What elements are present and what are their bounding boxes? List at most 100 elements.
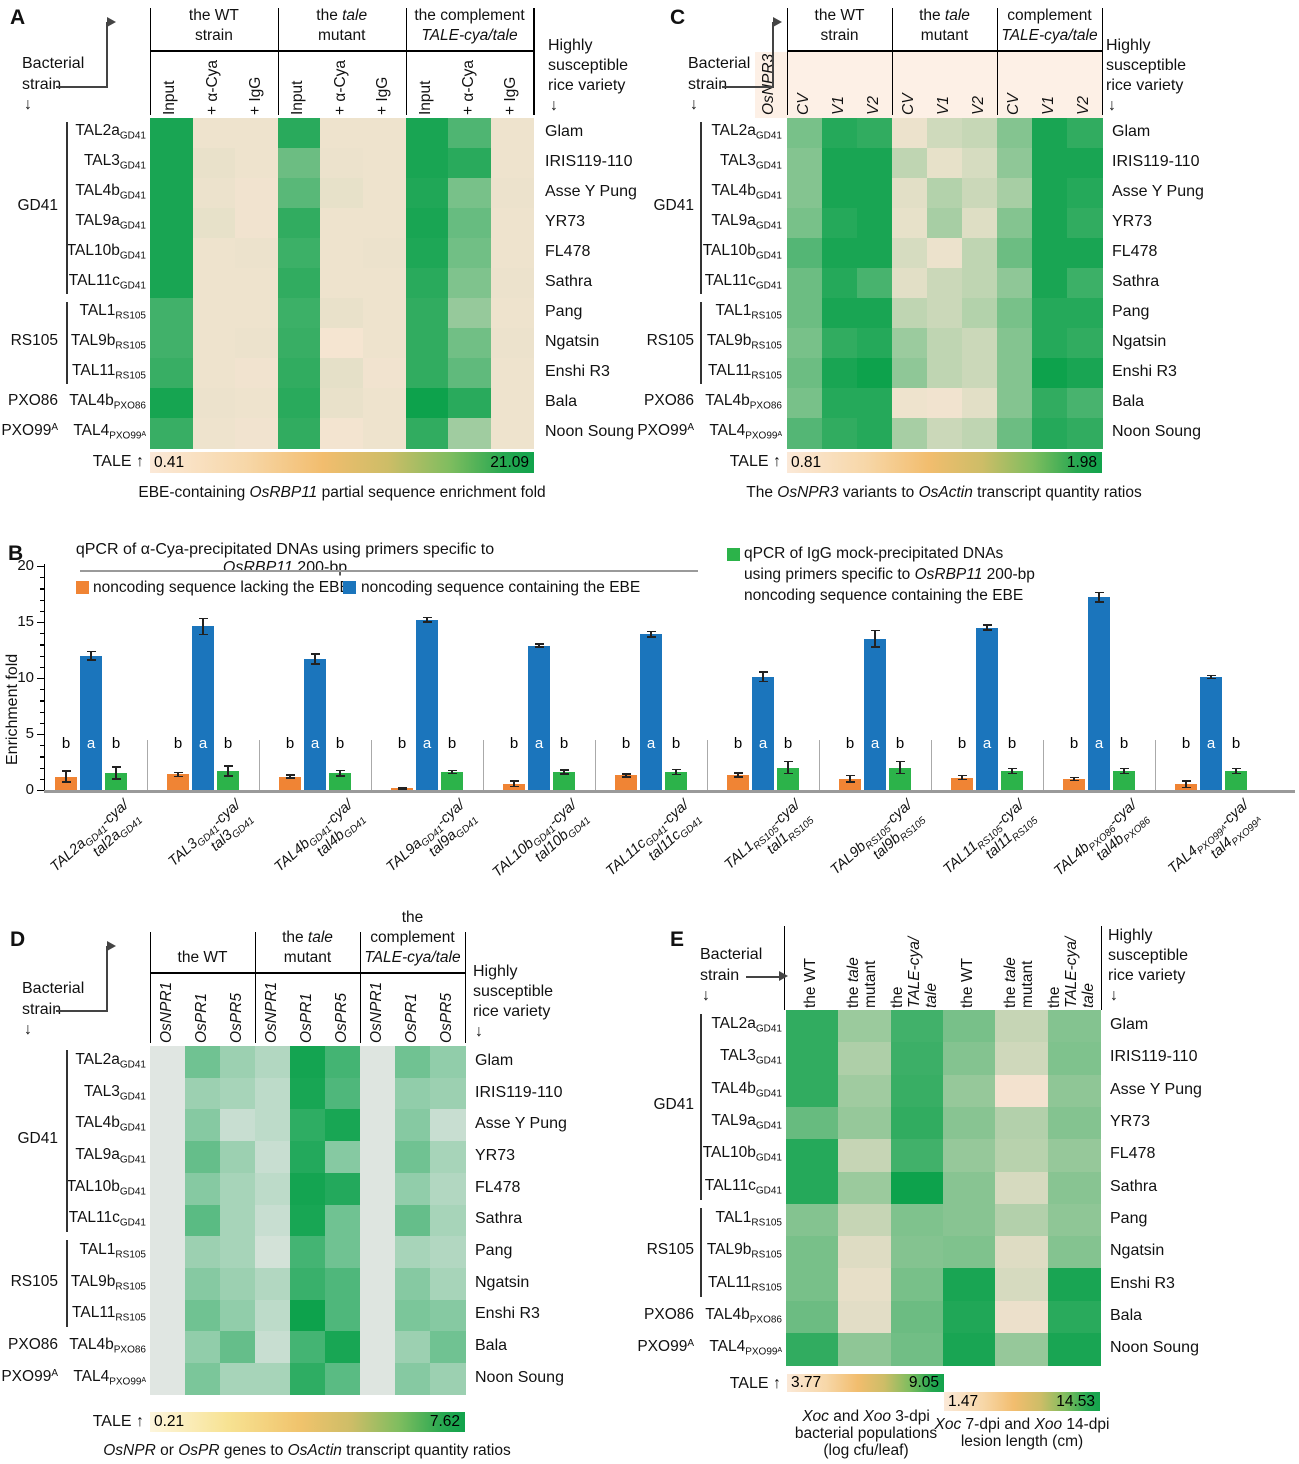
heatmap-cell xyxy=(490,298,535,329)
heatmap-cell xyxy=(405,178,449,209)
heatmap-cell xyxy=(927,268,963,299)
heatmap-cell xyxy=(962,358,998,389)
strain-group-label: RS105 xyxy=(10,1272,58,1290)
rotated-col-label: CV xyxy=(899,93,917,115)
header-divider xyxy=(533,8,535,115)
bar xyxy=(279,776,301,790)
heatmap-cell xyxy=(192,148,236,179)
heatmap-cell xyxy=(185,1267,221,1301)
panel-letter-d: D xyxy=(10,928,26,951)
heatmap-cell xyxy=(150,1141,186,1174)
heatmap-cell xyxy=(962,238,998,269)
bar xyxy=(839,778,861,790)
legend-label: noncoding sequence containing the EBE xyxy=(361,579,641,596)
error-bar xyxy=(1210,674,1212,680)
significance-letter: b xyxy=(733,735,743,753)
group-separator xyxy=(483,740,484,790)
heatmap-cell xyxy=(448,418,492,449)
heatmap-cell xyxy=(1047,1236,1101,1270)
heatmap-cell xyxy=(942,1333,996,1366)
variety-label: Ngatsin xyxy=(475,1273,530,1291)
heatmap-cell xyxy=(997,358,1033,389)
heatmap-cell xyxy=(448,298,492,329)
x-category-label-text: TAL9bRS105-cya/tal9bRS105 xyxy=(827,797,929,879)
heatmap-cell xyxy=(363,298,407,329)
error-bar-cap xyxy=(845,774,855,777)
heatmap-cell xyxy=(1067,268,1103,299)
heatmap-cell xyxy=(150,1267,186,1301)
heatmap-cell xyxy=(822,178,858,209)
row-label: TAL4bPXO86 xyxy=(69,392,146,412)
x-category-label-text: TAL10bGD41-cya/tal10bGD41 xyxy=(489,797,593,881)
heatmap-cell xyxy=(927,388,963,419)
heatmap-cell xyxy=(192,268,236,299)
heatmap-cell xyxy=(1047,1333,1101,1366)
heatmap-cell xyxy=(290,1172,326,1206)
significance-letter: b xyxy=(895,735,905,753)
significance-letter: b xyxy=(447,735,457,753)
heatmap-cell xyxy=(325,1204,361,1237)
heatmap-cell xyxy=(786,1010,839,1043)
heatmap-cell xyxy=(430,1331,466,1364)
rotated-col-label: Input xyxy=(416,80,434,115)
y-tick-label: 20 xyxy=(17,557,34,574)
bar xyxy=(441,772,463,790)
significance-letter: b xyxy=(1231,735,1241,753)
heatmap-cell xyxy=(290,1046,326,1079)
heatmap-cell xyxy=(787,298,823,329)
significance-letter: b xyxy=(509,735,519,753)
heatmap-cell xyxy=(185,1236,221,1269)
bar xyxy=(665,772,687,790)
heatmap-cell xyxy=(822,388,858,419)
row-label: TAL4bPXO86 xyxy=(705,1305,782,1326)
error-bar-cap xyxy=(509,785,519,788)
variety-label: IRIS119-110 xyxy=(1110,1048,1198,1066)
y-tick-label: 15 xyxy=(17,613,34,630)
error-bar xyxy=(289,774,291,779)
heatmap-cell xyxy=(995,1333,1049,1366)
heatmap-cell xyxy=(405,118,449,149)
error-bar-cap xyxy=(621,773,631,775)
heatmap-cell xyxy=(405,208,449,239)
bar xyxy=(1200,676,1222,790)
heatmap-cell xyxy=(290,1204,326,1237)
x-category-label-text: TAL1RS105-cya/tal1RS105 xyxy=(721,797,817,873)
down-arrow-icon: ↓ xyxy=(24,1021,32,1038)
bar xyxy=(640,634,662,790)
heatmap-cell xyxy=(363,208,407,239)
heatmap-cell xyxy=(255,1363,291,1396)
error-bar-cap xyxy=(1119,767,1129,770)
strain-arrow-line xyxy=(56,1010,106,1012)
rotated-col-label: OsNPR1 xyxy=(367,981,385,1043)
variety-label: Ngatsin xyxy=(1110,1242,1165,1260)
heatmap-cell xyxy=(1032,208,1068,239)
rotated-col-label: OsPR1 xyxy=(192,993,210,1043)
bar xyxy=(105,773,127,790)
heatmap-cell xyxy=(290,1267,326,1301)
heatmap-cell xyxy=(277,328,322,359)
rotated-col-label: Input xyxy=(289,80,307,115)
x-category-label-text: TAL4PXO99ᴬ-cya/tal4PXO99ᴬ xyxy=(1165,797,1265,878)
y-axis-tick xyxy=(39,644,44,646)
significance-letter: b xyxy=(223,735,233,753)
heatmap-cell xyxy=(1047,1010,1101,1043)
strain-group-bracket xyxy=(66,122,68,294)
heatmap-cell xyxy=(838,1042,892,1076)
heatmap-cell xyxy=(360,1046,396,1079)
heatmap-cell xyxy=(962,178,998,209)
error-bar-cap xyxy=(534,646,544,648)
heatmap-cell xyxy=(927,148,963,179)
heatmap-cell xyxy=(255,1109,291,1142)
heatmap-cell xyxy=(1067,328,1103,359)
heatmap-cell xyxy=(320,118,364,149)
heatmap-cell xyxy=(857,358,893,389)
strain-arrow-line xyxy=(106,22,108,88)
error-bar-cap xyxy=(957,778,967,781)
header-divider xyxy=(405,8,407,115)
header-divider xyxy=(997,8,999,115)
heatmap-cell xyxy=(320,388,364,419)
error-bar-cap xyxy=(870,629,880,632)
heatmap-cell xyxy=(490,328,535,359)
error-bar xyxy=(961,774,963,781)
